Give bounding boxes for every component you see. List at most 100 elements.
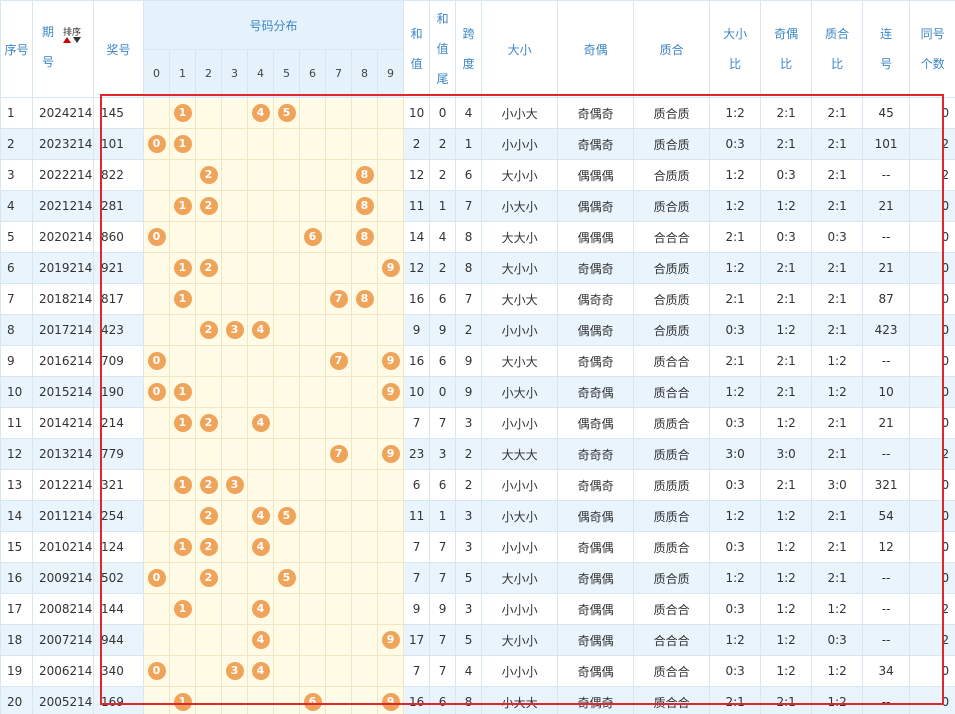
row-size: 小小大: [481, 97, 559, 129]
distribution-cell-8: [351, 407, 378, 439]
distribution-cell-1: [169, 345, 196, 377]
row-size-ratio: 0:3: [709, 128, 762, 160]
row-sum-tail: 9: [429, 593, 457, 625]
sort-label[interactable]: 排序: [63, 28, 82, 38]
row-seq: 8: [0, 314, 33, 346]
distribution-cell-9: [376, 500, 405, 532]
distribution-cell-4: [247, 190, 274, 222]
distribution-cell-7: 7: [325, 438, 352, 470]
row-consecutive: --: [862, 624, 911, 656]
sort-descending-icon[interactable]: [73, 37, 81, 43]
row-sum-tail: 1: [429, 190, 457, 222]
number-ball: 1: [173, 600, 192, 618]
distribution-cell-4: [247, 562, 274, 594]
number-ball: 3: [225, 476, 244, 494]
row-sum: 23: [403, 438, 431, 470]
row-parity: 奇偶偶: [557, 624, 635, 656]
row-sum: 12: [403, 252, 431, 284]
row-period: 2006214: [32, 655, 94, 687]
distribution-cell-5: [273, 407, 300, 439]
row-size: 大小小: [481, 252, 559, 284]
distribution-cell-0: 0: [143, 221, 170, 253]
row-span: 8: [455, 221, 483, 253]
header-consec-line1: 连: [880, 27, 893, 41]
distribution-cell-1: 1: [169, 593, 196, 625]
distribution-cell-8: 8: [351, 159, 378, 191]
header-span-line2: 度: [462, 57, 475, 71]
header-size-ratio-line1: 大小: [723, 27, 748, 41]
row-period: 2014214: [32, 407, 94, 439]
row-seq: 12: [0, 438, 33, 470]
row-sum-tail: 0: [429, 97, 457, 129]
distribution-cell-0: 0: [143, 128, 170, 160]
distribution-cell-5: [273, 438, 300, 470]
number-ball: 9: [381, 445, 400, 463]
row-parity: 奇偶偶: [557, 531, 635, 563]
number-ball: 5: [277, 569, 296, 587]
distribution-cell-5: [273, 469, 300, 501]
sort-ascending-icon[interactable]: [63, 37, 71, 43]
row-prize-number: 423: [93, 314, 144, 346]
table-row: 9 2016214 709 0 7 9 16 6 9 大小大 奇偶奇 质合合 2:1 2:1 1:2 -- 0: [0, 345, 955, 377]
row-period: 2019214: [32, 252, 94, 284]
row-sum: 9: [403, 593, 431, 625]
row-size-ratio: 2:1: [709, 283, 762, 315]
row-same-count: 2: [909, 593, 955, 625]
distribution-cell-7: 7: [325, 283, 352, 315]
number-ball: 2: [199, 197, 218, 215]
row-parity-ratio: 1:2: [760, 624, 813, 656]
row-parity-ratio: 2:1: [760, 97, 813, 129]
row-parity: 偶偶偶: [557, 221, 635, 253]
row-parity: 奇偶偶: [557, 593, 635, 625]
row-parity-ratio: 2:1: [760, 376, 813, 408]
row-size: 小大小: [481, 190, 559, 222]
row-prime: 质合合: [633, 593, 711, 625]
row-size-ratio: 1:2: [709, 624, 762, 656]
row-size: 小大小: [481, 376, 559, 408]
header-period[interactable]: 期 号 排序: [32, 0, 94, 98]
row-sum-tail: 2: [429, 252, 457, 284]
row-sum: 6: [403, 469, 431, 501]
row-parity-ratio: 1:2: [760, 407, 813, 439]
row-prize-number: 144: [93, 593, 144, 625]
distribution-cell-1: [169, 500, 196, 532]
table-row: 6 2019214 921 1 2 9 12 2 8 大小小 奇偶奇 合质质 1:2 2:1 2:1 21 0: [0, 252, 955, 284]
row-seq: 13: [0, 469, 33, 501]
row-same-count: 0: [909, 252, 955, 284]
row-size-ratio: 0:3: [709, 469, 762, 501]
row-size: 大大大: [481, 438, 559, 470]
table-row: 18 2007214 944 4 9 17 7 5 大小小 奇偶偶 合合合 1:2 1:2 0:3 -- 2: [0, 624, 955, 656]
header-same-line1: 同号: [920, 27, 945, 41]
distribution-cell-2: [195, 221, 222, 253]
row-sum-tail: 6: [429, 283, 457, 315]
row-consecutive: --: [862, 438, 911, 470]
distribution-cell-7: [325, 252, 352, 284]
distribution-cell-8: [351, 345, 378, 377]
row-size-ratio: 0:3: [709, 531, 762, 563]
row-parity: 偶偶偶: [557, 159, 635, 191]
header-size-label: 大小: [507, 42, 532, 57]
distribution-cell-2: 2: [195, 159, 222, 191]
row-prime-ratio: 2:1: [811, 283, 864, 315]
row-sum-tail: 1: [429, 500, 457, 532]
row-prime: 合合合: [633, 624, 711, 656]
distribution-cell-4: 4: [247, 655, 274, 687]
row-span: 5: [455, 624, 483, 656]
distribution-cell-9: 9: [376, 624, 405, 656]
row-same-count: 2: [909, 624, 955, 656]
distribution-cell-6: [299, 283, 326, 315]
header-size-ratio: 大小比: [709, 0, 762, 98]
distribution-cell-3: [221, 376, 248, 408]
distribution-cell-6: [299, 531, 326, 563]
distribution-cell-0: [143, 314, 170, 346]
distribution-cell-6: [299, 97, 326, 129]
table-row: 4 2021214 281 1 2 8 11 1 7 小大小 偶偶奇 质合质 1:2 1:2 2:1 21 0: [0, 190, 955, 222]
table-row: 13 2012214 321 1 2 3 6 6 2 小小小 奇偶奇 质质质 0:3 2:1 3:0 321 0: [0, 469, 955, 501]
row-consecutive: 10: [862, 376, 911, 408]
distribution-cell-9: [376, 97, 405, 129]
row-prime: 质合质: [633, 128, 711, 160]
row-same-count: 0: [909, 407, 955, 439]
row-prime-ratio: 2:1: [811, 438, 864, 470]
distribution-cell-5: [273, 314, 300, 346]
row-prime: 质合质: [633, 190, 711, 222]
